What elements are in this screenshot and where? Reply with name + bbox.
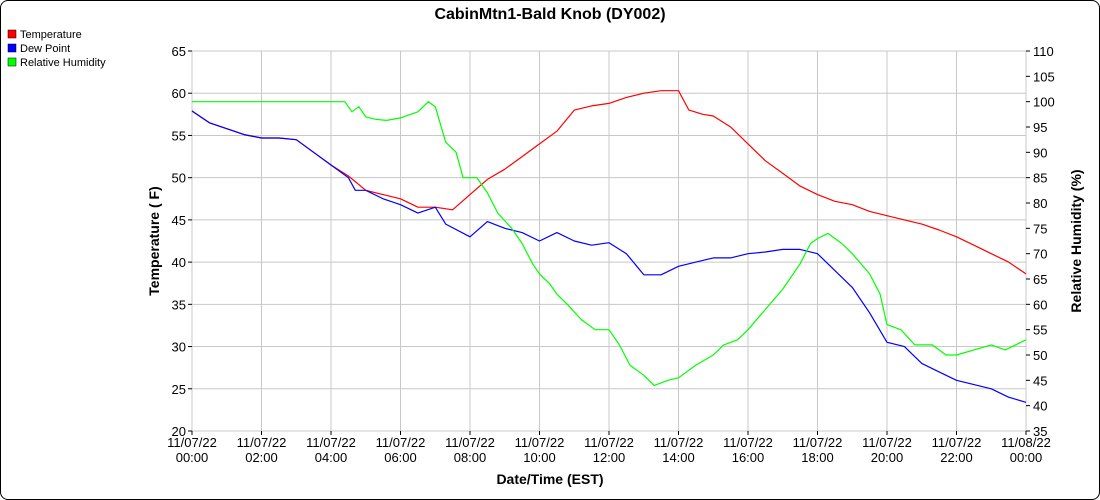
right-tick-label: 35 bbox=[1033, 424, 1047, 439]
series-lines bbox=[191, 90, 1027, 403]
x-axis-title: Date/Time (EST) bbox=[496, 471, 603, 487]
right-tick-label: 45 bbox=[1033, 373, 1047, 388]
chart-title: CabinMtn1-Bald Knob (DY002) bbox=[434, 6, 665, 23]
left-axis-title: Temperature ( F) bbox=[146, 186, 162, 295]
x-tick-time: 06:00 bbox=[384, 450, 417, 465]
right-tick-label: 100 bbox=[1033, 95, 1055, 110]
x-tick-time: 22:00 bbox=[940, 450, 973, 465]
legend-label-dew-point: Dew Point bbox=[20, 43, 70, 55]
x-tick-date: 11/07/22 bbox=[793, 435, 843, 450]
x-tick-date: 11/07/22 bbox=[932, 435, 982, 450]
x-tick-time: 04:00 bbox=[315, 450, 348, 465]
right-tick-label: 70 bbox=[1033, 247, 1047, 262]
right-tick-label: 75 bbox=[1033, 221, 1047, 236]
right-tick-label: 60 bbox=[1033, 297, 1047, 312]
x-tick-date: 11/07/22 bbox=[445, 435, 495, 450]
left-tick-label: 65 bbox=[172, 44, 186, 59]
x-tick-time: 08:00 bbox=[454, 450, 487, 465]
series-line-relative-humidity bbox=[192, 101, 1027, 386]
left-tick-label: 25 bbox=[172, 382, 186, 397]
left-tick-label: 50 bbox=[172, 171, 186, 186]
right-tick-label: 65 bbox=[1033, 272, 1047, 287]
right-tick-label: 55 bbox=[1033, 323, 1047, 338]
x-tick-time: 00:00 bbox=[176, 450, 209, 465]
x-tick-date: 11/07/22 bbox=[723, 435, 773, 450]
right-tick-label: 95 bbox=[1033, 120, 1047, 135]
left-tick-label: 35 bbox=[172, 297, 186, 312]
left-axis-ticks: 20 25 30 35 40 45 50 55 60 65 bbox=[172, 44, 192, 439]
x-tick-date: 11/07/22 bbox=[584, 435, 634, 450]
right-tick-label: 40 bbox=[1033, 399, 1047, 414]
right-tick-label: 50 bbox=[1033, 348, 1047, 363]
x-tick-time: 18:00 bbox=[801, 450, 834, 465]
x-tick-date: 11/07/22 bbox=[167, 435, 217, 450]
left-tick-label: 30 bbox=[172, 340, 186, 355]
legend-swatch-relative-humidity bbox=[7, 57, 17, 67]
right-tick-label: 80 bbox=[1033, 196, 1047, 211]
x-tick-date: 11/07/22 bbox=[515, 435, 565, 450]
x-tick-date: 11/07/22 bbox=[306, 435, 356, 450]
x-tick-date: 11/07/22 bbox=[376, 435, 426, 450]
x-tick-date: 11/07/22 bbox=[862, 435, 912, 450]
right-tick-label: 90 bbox=[1033, 145, 1047, 160]
legend-label-temperature: Temperature bbox=[20, 29, 82, 41]
right-tick-label: 85 bbox=[1033, 171, 1047, 186]
grid bbox=[191, 50, 1027, 432]
x-axis-ticks: 11/07/2200:0011/07/2202:0011/07/2204:001… bbox=[167, 431, 1051, 465]
x-tick-date: 11/07/22 bbox=[237, 435, 287, 450]
x-tick-time: 00:00 bbox=[1010, 450, 1043, 465]
x-tick-time: 14:00 bbox=[662, 450, 695, 465]
left-tick-label: 60 bbox=[172, 86, 186, 101]
x-tick-time: 12:00 bbox=[593, 450, 626, 465]
right-tick-label: 105 bbox=[1033, 69, 1055, 84]
left-tick-label: 40 bbox=[172, 255, 186, 270]
legend-swatch-dew-point bbox=[7, 43, 17, 53]
right-tick-label: 110 bbox=[1033, 44, 1054, 59]
x-tick-time: 02:00 bbox=[245, 450, 278, 465]
x-tick-date: 11/07/22 bbox=[654, 435, 704, 450]
legend-label-relative-humidity: Relative Humidity bbox=[20, 57, 106, 69]
right-axis-title: Relative Humidity (%) bbox=[1068, 169, 1084, 312]
legend-swatch-temperature bbox=[7, 29, 17, 39]
left-tick-label: 20 bbox=[172, 424, 186, 439]
left-tick-label: 55 bbox=[172, 128, 186, 143]
x-tick-time: 20:00 bbox=[871, 450, 904, 465]
right-axis-ticks: 35 40 45 50 55 60 65 70 75 80 85 90 95 100 105 110 bbox=[1026, 44, 1055, 439]
series-line-dew-point bbox=[191, 110, 1027, 403]
legend: Temperature Dew Point Relative Humidity bbox=[7, 29, 106, 69]
x-tick-time: 10:00 bbox=[523, 450, 556, 465]
x-tick-time: 16:00 bbox=[732, 450, 765, 465]
left-tick-label: 45 bbox=[172, 213, 186, 228]
x-tick-date: 11/08/22 bbox=[1001, 435, 1051, 450]
